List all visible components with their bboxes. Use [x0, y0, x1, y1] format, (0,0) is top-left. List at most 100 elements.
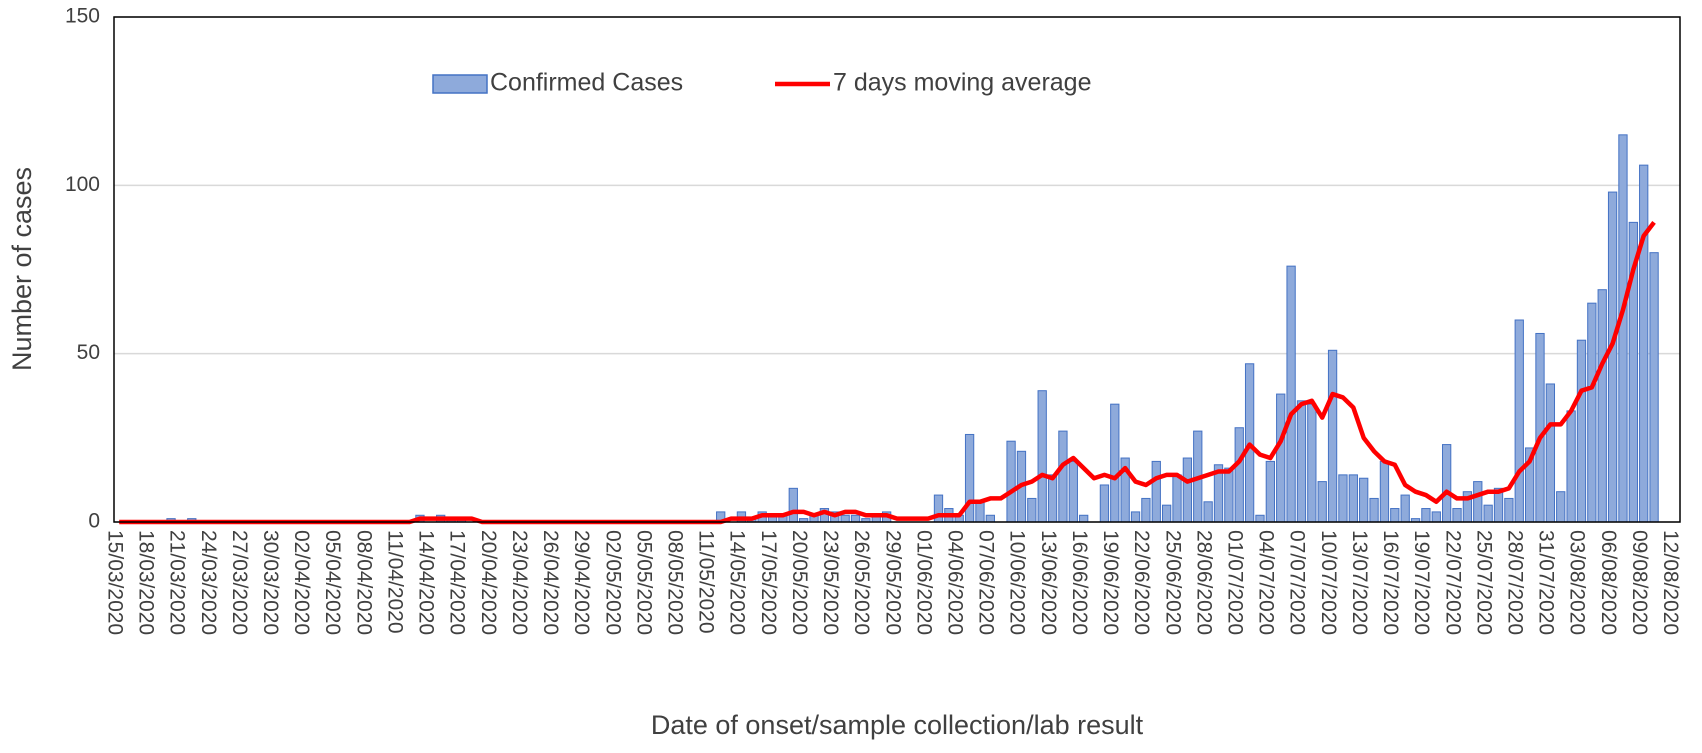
x-tick-label: 13/06/2020 — [1037, 530, 1060, 635]
plot-frame — [113, 16, 1681, 523]
x-tick-label: 29/05/2020 — [881, 530, 904, 635]
bar — [1338, 474, 1348, 523]
bar — [1203, 501, 1213, 523]
x-tick-label: 16/06/2020 — [1068, 530, 1091, 635]
x-tick-label: 09/08/2020 — [1628, 530, 1651, 635]
x-tick-label: 16/07/2020 — [1379, 530, 1402, 635]
bar — [975, 501, 985, 523]
x-tick-label: 01/07/2020 — [1224, 530, 1247, 635]
x-tick-label: 18/03/2020 — [135, 530, 158, 635]
legend-label: Confirmed Cases — [490, 69, 683, 97]
bar — [1535, 332, 1545, 523]
x-tick-label: 26/05/2020 — [850, 530, 873, 635]
y-axis-title: Number of cases — [7, 167, 37, 371]
bar — [1348, 474, 1358, 523]
x-tick-label: 20/05/2020 — [788, 530, 811, 635]
x-tick-label: 26/04/2020 — [539, 530, 562, 635]
bar — [1079, 514, 1089, 523]
bar — [1027, 497, 1037, 523]
x-tick-label: 28/06/2020 — [1192, 530, 1215, 635]
bar — [850, 514, 861, 523]
x-tick-label: 17/05/2020 — [757, 530, 780, 635]
x-tick-label: 15/03/2020 — [103, 530, 126, 635]
x-tick-label: 25/07/2020 — [1472, 530, 1495, 635]
x-tick-label: 22/07/2020 — [1441, 530, 1464, 635]
x-tick-label: 04/06/2020 — [943, 530, 966, 635]
x-tick-label: 05/05/2020 — [632, 530, 655, 635]
bar — [1421, 508, 1431, 523]
x-axis-title: Date of onset/sample collection/lab resu… — [651, 710, 1144, 740]
moving-average-line — [119, 220, 1656, 525]
x-tick-label: 08/05/2020 — [663, 530, 686, 635]
x-tick-label: 11/05/2020 — [695, 530, 718, 634]
x-tick-label: 11/04/2020 — [383, 530, 406, 634]
bar — [1172, 474, 1182, 523]
bar — [1286, 265, 1296, 523]
bar — [1514, 319, 1524, 523]
bar — [1597, 289, 1607, 523]
x-tick-label: 10/06/2020 — [1006, 530, 1029, 635]
x-tick-label: 04/07/2020 — [1255, 530, 1278, 635]
x-tick-label: 01/06/2020 — [912, 530, 935, 635]
y-tick-label: 0 — [88, 510, 100, 533]
legend-label: 7 days moving average — [833, 69, 1091, 97]
x-tick-label: 22/06/2020 — [1130, 530, 1153, 635]
x-tick-label: 31/07/2020 — [1535, 530, 1558, 635]
bar — [1379, 460, 1390, 523]
bar — [1607, 191, 1618, 523]
y-tick-label: 150 — [65, 5, 100, 28]
bar — [1224, 467, 1234, 523]
x-tick-label: 30/03/2020 — [259, 530, 282, 635]
x-tick-label: 23/05/2020 — [819, 530, 842, 635]
bar — [1037, 390, 1047, 523]
bar — [1296, 400, 1307, 523]
x-tick-label: 21/03/2020 — [166, 530, 189, 635]
x-tick-label: 06/08/2020 — [1597, 530, 1620, 635]
bar — [1473, 481, 1483, 523]
bar — [1161, 504, 1172, 523]
y-tick-label: 100 — [65, 173, 100, 196]
bar — [1566, 410, 1576, 523]
bar — [1504, 497, 1514, 523]
bar — [1058, 430, 1068, 523]
bar — [1234, 427, 1244, 523]
bar — [1255, 514, 1265, 523]
bar — [1068, 460, 1078, 523]
bar — [1359, 477, 1369, 523]
bar — [1141, 497, 1151, 523]
x-tick-label: 28/07/2020 — [1504, 530, 1527, 635]
bar — [1556, 491, 1566, 523]
bar — [1618, 134, 1628, 523]
x-tick-label: 24/03/2020 — [197, 530, 220, 635]
bar — [1130, 511, 1141, 523]
bar — [1649, 252, 1659, 523]
x-tick-label: 14/05/2020 — [726, 530, 749, 635]
x-tick-label: 23/04/2020 — [508, 530, 531, 635]
x-tick-label: 29/04/2020 — [570, 530, 593, 635]
bar — [1327, 349, 1338, 523]
bar — [1307, 403, 1317, 523]
x-tick-label: 02/04/2020 — [290, 530, 313, 635]
bar — [1151, 460, 1161, 523]
legend-swatch — [432, 74, 488, 94]
bar — [840, 514, 850, 523]
x-tick-label: 03/08/2020 — [1566, 530, 1589, 635]
bar — [1452, 508, 1462, 523]
x-tick-label: 20/04/2020 — [477, 530, 500, 635]
bar — [1099, 484, 1110, 523]
x-tick-label: 27/03/2020 — [228, 530, 251, 635]
bar — [1639, 164, 1649, 523]
x-tick-label: 07/07/2020 — [1286, 530, 1309, 635]
bar — [1265, 460, 1275, 523]
x-tick-label: 10/07/2020 — [1317, 530, 1340, 635]
x-tick-label: 02/05/2020 — [601, 530, 624, 635]
bar — [1006, 440, 1016, 523]
x-tick-label: 19/07/2020 — [1410, 530, 1433, 635]
x-tick-label: 13/07/2020 — [1348, 530, 1371, 635]
bar — [985, 514, 995, 523]
y-tick-label: 50 — [77, 341, 100, 364]
x-tick-label: 12/08/2020 — [1659, 530, 1682, 635]
x-tick-label: 08/04/2020 — [352, 530, 375, 635]
bar — [1587, 302, 1597, 523]
